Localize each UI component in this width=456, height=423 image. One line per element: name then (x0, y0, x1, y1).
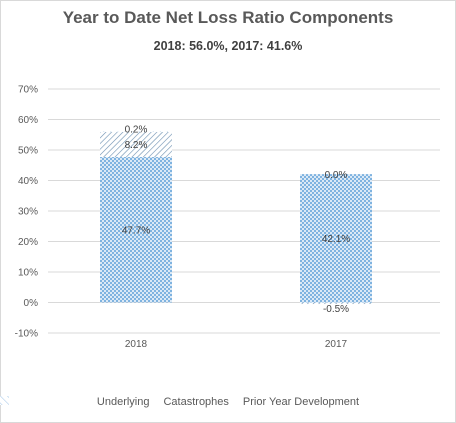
y-tick-label: 10% (18, 268, 38, 279)
chart-subtitle: 2018: 56.0%, 2017: 41.6% (153, 39, 303, 53)
data-label-catastrophes: -0.5% (323, 304, 349, 315)
legend-item-catastrophes: Catastrophes (0, 396, 229, 408)
legend-item-prior-year-development: Prior Year Development (0, 396, 360, 408)
x-category-label: 2018 (125, 339, 148, 350)
bar-segment-underlying (100, 157, 172, 303)
legend-label-catastrophes: Catastrophes (163, 396, 229, 408)
bar-segment-catastrophes (300, 302, 372, 305)
legend-label-underlying: Underlying (96, 396, 150, 408)
legend-item-underlying: Underlying (0, 396, 150, 408)
y-tick-label: 70% (18, 85, 38, 96)
y-tick-label: 20% (18, 237, 38, 248)
bar-segment-catastrophes (100, 132, 172, 158)
data-label-prior-year-development: 0.2% (125, 124, 148, 135)
bar-segment-prior-year-development (100, 131, 172, 133)
y-tick-label: 60% (18, 115, 38, 126)
y-tick-label: -10% (15, 329, 38, 340)
y-tick-label: 30% (18, 207, 38, 218)
legend-swatch-prior-year-development (0, 396, 9, 405)
legend-label-prior-year-development: Prior Year Development (242, 396, 360, 408)
y-tick-label: 40% (18, 176, 38, 187)
x-category-label: 2017 (325, 339, 348, 350)
data-label-underlying: 42.1% (322, 234, 350, 245)
bar-segment-underlying (300, 174, 372, 303)
data-label-underlying: 47.7% (122, 225, 150, 236)
y-tick-label: 50% (18, 146, 38, 157)
legend: Underlying Catastrophes Prior Year Devel… (0, 396, 456, 408)
data-label-catastrophes: 8.2% (125, 140, 148, 151)
y-tick-label: 0% (24, 298, 39, 309)
chart-title: Year to Date Net Loss Ratio Components (62, 8, 394, 27)
data-label-prior-year-development: 0.0% (325, 170, 348, 181)
